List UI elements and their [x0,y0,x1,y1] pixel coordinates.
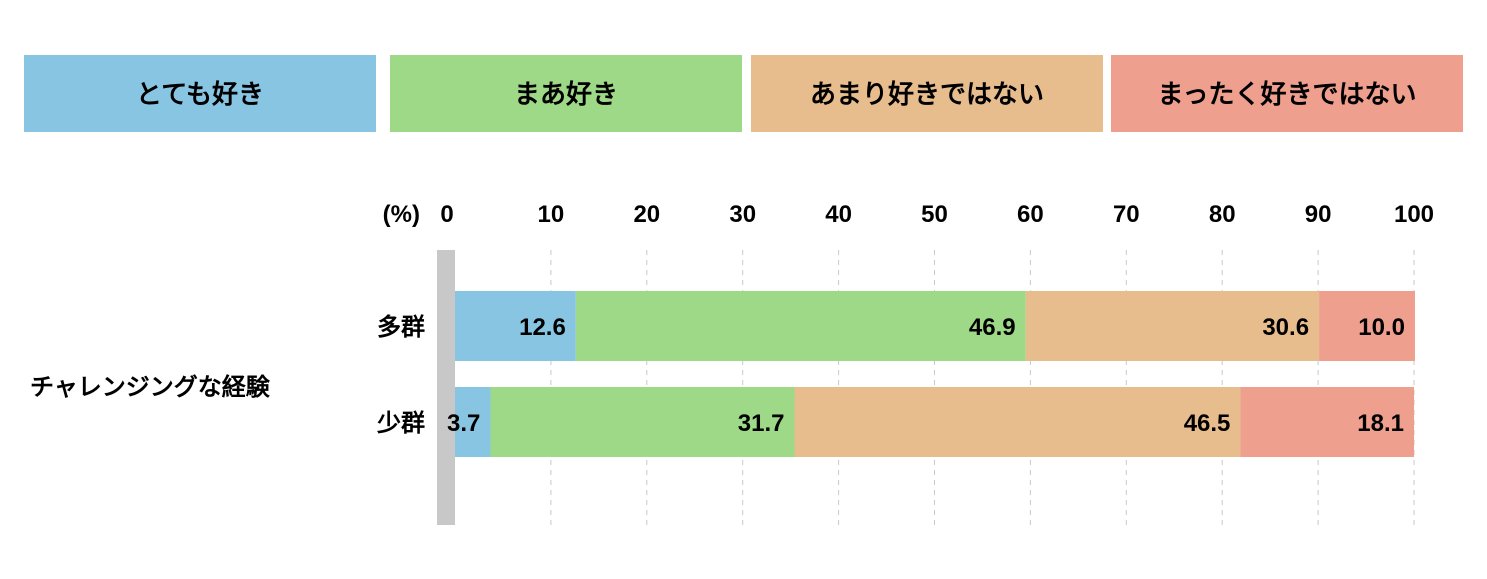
bar-segment [794,387,1241,457]
legend-swatch-4 [1111,55,1463,132]
bar-segment [490,387,795,457]
x-tick-label: 40 [825,201,852,228]
x-axis-ticks: 0 10 20 30 40 50 60 70 80 90 100 [440,201,1434,228]
legend-swatch-1 [24,55,376,132]
data-label: 18.1 [1357,410,1404,437]
x-tick-label: 80 [1209,201,1236,228]
category-label: 少群 [376,409,425,437]
bars: 12.6 46.9 30.6 10.0 3.7 31.7 46.5 18.1 [447,291,1415,457]
x-tick-label: 30 [729,201,756,228]
x-tick-label: 70 [1113,201,1140,228]
data-label: 3.7 [447,410,480,437]
legend-label-4: まったく好きではない [1158,80,1417,110]
x-tick-label: 60 [1017,201,1044,228]
x-tick-label: 10 [538,201,565,228]
data-label: 12.6 [519,314,566,341]
x-tick-label: 50 [921,201,948,228]
legend-label-1: とても好き [136,80,264,110]
bar-segment [455,291,576,361]
bar-segment [1025,291,1320,361]
x-tick-label: 0 [440,201,453,228]
bar-segment [575,291,1026,361]
legend-swatch-3 [751,55,1103,132]
x-tick-label: 20 [633,201,660,228]
data-label: 46.9 [969,314,1016,341]
legend-swatch-2 [390,55,742,132]
data-label: 30.6 [1262,314,1309,341]
group-label: チャレンジングな経験 [30,373,271,401]
legend: とても好き まあ好き あまり好きではない まったく好きではない [24,55,1463,132]
bar-segment [455,387,491,457]
unit-label: (%) [383,201,420,228]
data-label: 46.5 [1184,410,1231,437]
data-label: 31.7 [738,410,785,437]
legend-label-3: あまり好きではない [810,80,1044,110]
x-tick-label: 100 [1394,201,1434,228]
category-label: 多群 [377,313,425,341]
legend-label-2: まあ好き [514,80,618,110]
bar-segment [1319,291,1415,361]
data-label: 10.0 [1358,314,1405,341]
y-axis-bar [437,250,455,525]
x-tick-label: 90 [1305,201,1332,228]
bar-segment [1240,387,1414,457]
